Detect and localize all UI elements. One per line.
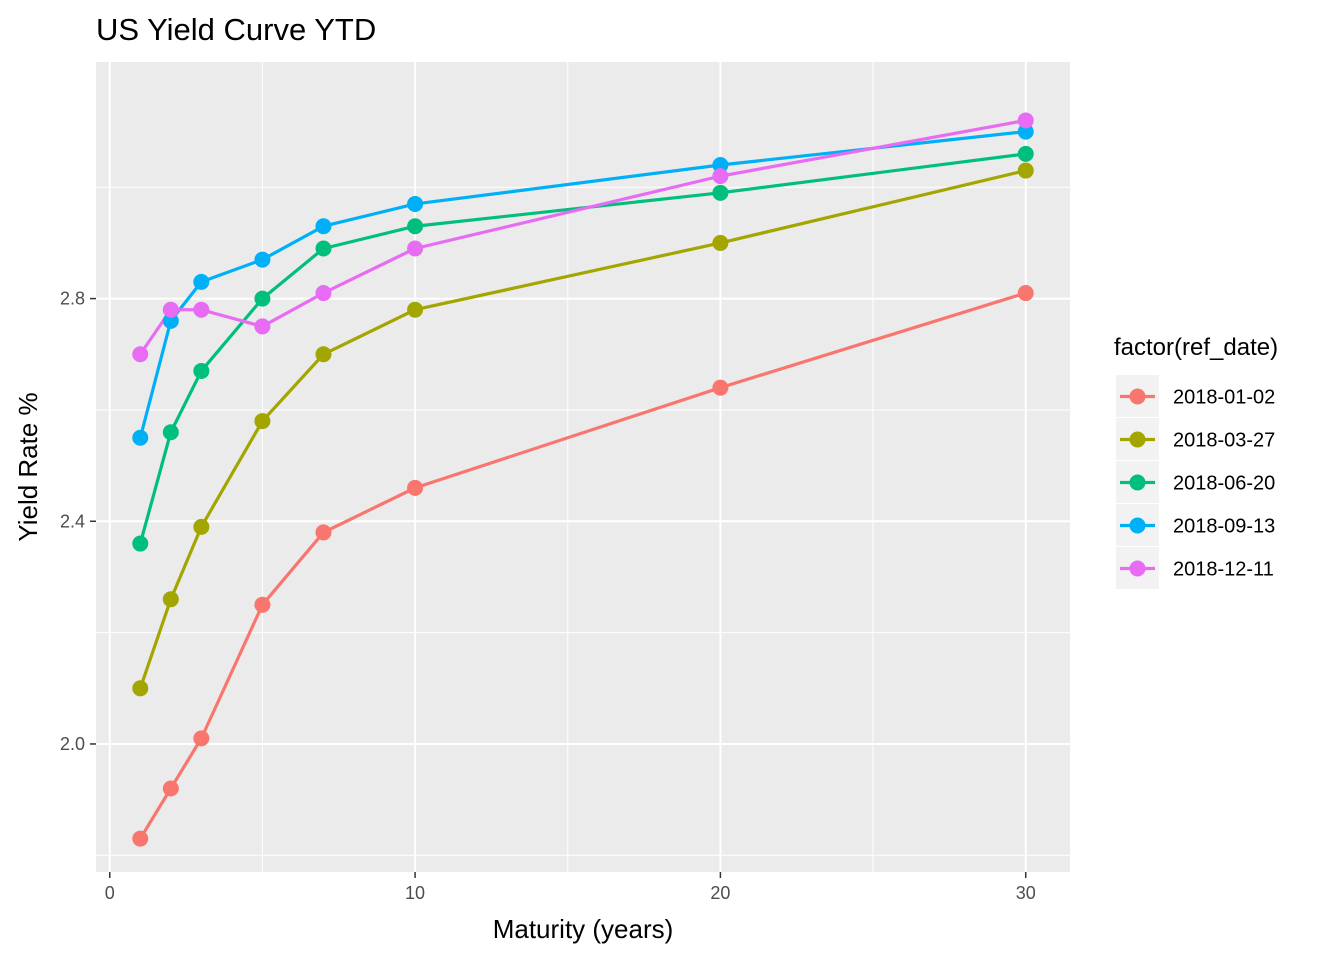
legend-label: 2018-03-27 — [1173, 430, 1275, 452]
data-point — [712, 168, 729, 185]
y-axis-ticks: 2.0 2.4 2.8 — [60, 289, 96, 754]
data-point — [162, 591, 179, 608]
data-point — [407, 218, 424, 235]
series-points — [132, 112, 1034, 847]
data-point — [162, 301, 179, 318]
data-point — [712, 184, 729, 201]
data-point — [254, 596, 271, 613]
data-point — [315, 524, 332, 541]
x-tick-label: 20 — [710, 883, 730, 903]
y-tick-label: 2.0 — [60, 734, 85, 754]
data-point — [162, 780, 179, 797]
data-point — [132, 346, 149, 363]
legend-label: 2018-09-13 — [1173, 516, 1275, 538]
data-point — [1017, 123, 1034, 140]
data-point — [315, 240, 332, 257]
legend-label: 2018-06-20 — [1173, 473, 1275, 495]
data-point — [193, 273, 210, 290]
data-point — [193, 362, 210, 379]
data-point — [712, 234, 729, 251]
data-point — [712, 156, 729, 173]
data-point — [132, 535, 149, 552]
data-point — [193, 518, 210, 535]
legend-key-point — [1129, 560, 1146, 577]
data-point — [407, 301, 424, 318]
data-point — [407, 195, 424, 212]
series-line — [138, 291, 1027, 840]
x-tick-label: 10 — [405, 883, 425, 903]
data-point — [1017, 162, 1034, 179]
legend-title: factor(ref_date) — [1114, 334, 1278, 361]
data-point — [132, 429, 149, 446]
data-point — [162, 312, 179, 329]
legend-key-point — [1129, 431, 1146, 448]
series-line — [138, 152, 1026, 544]
data-point — [132, 830, 149, 847]
data-point — [315, 218, 332, 235]
legend-key-point — [1129, 517, 1146, 534]
y-axis-title: Yield Rate % — [13, 392, 43, 541]
data-point — [1017, 285, 1034, 302]
data-point — [193, 730, 210, 747]
data-point — [407, 240, 424, 257]
y-tick-label: 2.8 — [60, 289, 85, 309]
chart-title: US Yield Curve YTD — [96, 12, 376, 47]
data-point — [193, 301, 210, 318]
data-point — [162, 424, 179, 441]
legend: factor(ref_date) 2018-01-02 2018-03-27 201… — [1114, 334, 1278, 589]
data-point — [1017, 145, 1034, 162]
y-tick-label: 2.4 — [60, 511, 85, 531]
x-tick-label: 0 — [105, 883, 115, 903]
data-point — [315, 346, 332, 363]
data-point — [407, 479, 424, 496]
data-point — [132, 680, 149, 697]
legend-label: 2018-01-02 — [1173, 387, 1275, 409]
data-point — [1017, 112, 1034, 129]
data-point — [254, 413, 271, 430]
x-axis-ticks: 0 10 20 30 — [105, 872, 1036, 903]
data-point — [712, 379, 729, 396]
data-point — [254, 290, 271, 307]
minor-gridlines — [96, 62, 1070, 872]
legend-key-point — [1129, 388, 1146, 405]
legend-key-point — [1129, 474, 1146, 491]
data-point — [315, 285, 332, 302]
data-point — [254, 251, 271, 268]
series-line — [138, 168, 1027, 689]
x-tick-label: 30 — [1016, 883, 1036, 903]
data-point — [254, 318, 271, 335]
legend-label: 2018-12-11 — [1173, 559, 1274, 581]
x-axis-title: Maturity (years) — [493, 914, 674, 944]
